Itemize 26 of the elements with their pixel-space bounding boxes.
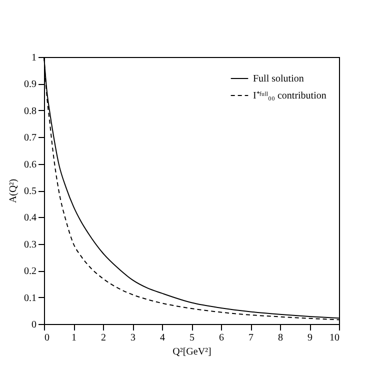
x-axis-title: Q²[GeV²] bbox=[172, 346, 212, 358]
x-tick-label: 8 bbox=[278, 332, 283, 344]
y-tick-label: 1 bbox=[32, 52, 36, 64]
x-tick-label: 1 bbox=[72, 332, 76, 344]
y-tick-label: 0.4 bbox=[24, 212, 36, 224]
x-tick-label: 9 bbox=[308, 332, 312, 344]
y-tick-label: 0.8 bbox=[24, 106, 36, 117]
y-axis-title: A(Q²) bbox=[8, 178, 19, 204]
x-tick-label: 5 bbox=[190, 332, 194, 344]
x-tick-label: 0 bbox=[44, 332, 50, 344]
y-tick-label: 0 bbox=[32, 320, 36, 330]
y-tick-label: 0.3 bbox=[24, 239, 36, 250]
y-tick-label: 0.2 bbox=[24, 266, 36, 278]
x-tick-label: 4 bbox=[160, 332, 165, 344]
legend-label: I⁺ᶠᵘˡˡ₀₀ contribution bbox=[253, 90, 326, 102]
x-tick-label: 3 bbox=[130, 332, 136, 344]
x-tick-label: 6 bbox=[219, 332, 224, 344]
y-tick-label: 0.1 bbox=[24, 292, 36, 304]
y-tick-label: 0.6 bbox=[24, 159, 36, 170]
legend-label: Full solution bbox=[253, 74, 304, 84]
y-tick-label: 0.9 bbox=[24, 79, 36, 90]
x-tick-label: 7 bbox=[248, 332, 254, 344]
y-tick-label: 0.7 bbox=[24, 132, 36, 144]
x-tick-label: 10 bbox=[330, 332, 340, 344]
y-tick-label: 0.5 bbox=[24, 186, 36, 197]
x-tick-label: 2 bbox=[101, 332, 106, 344]
